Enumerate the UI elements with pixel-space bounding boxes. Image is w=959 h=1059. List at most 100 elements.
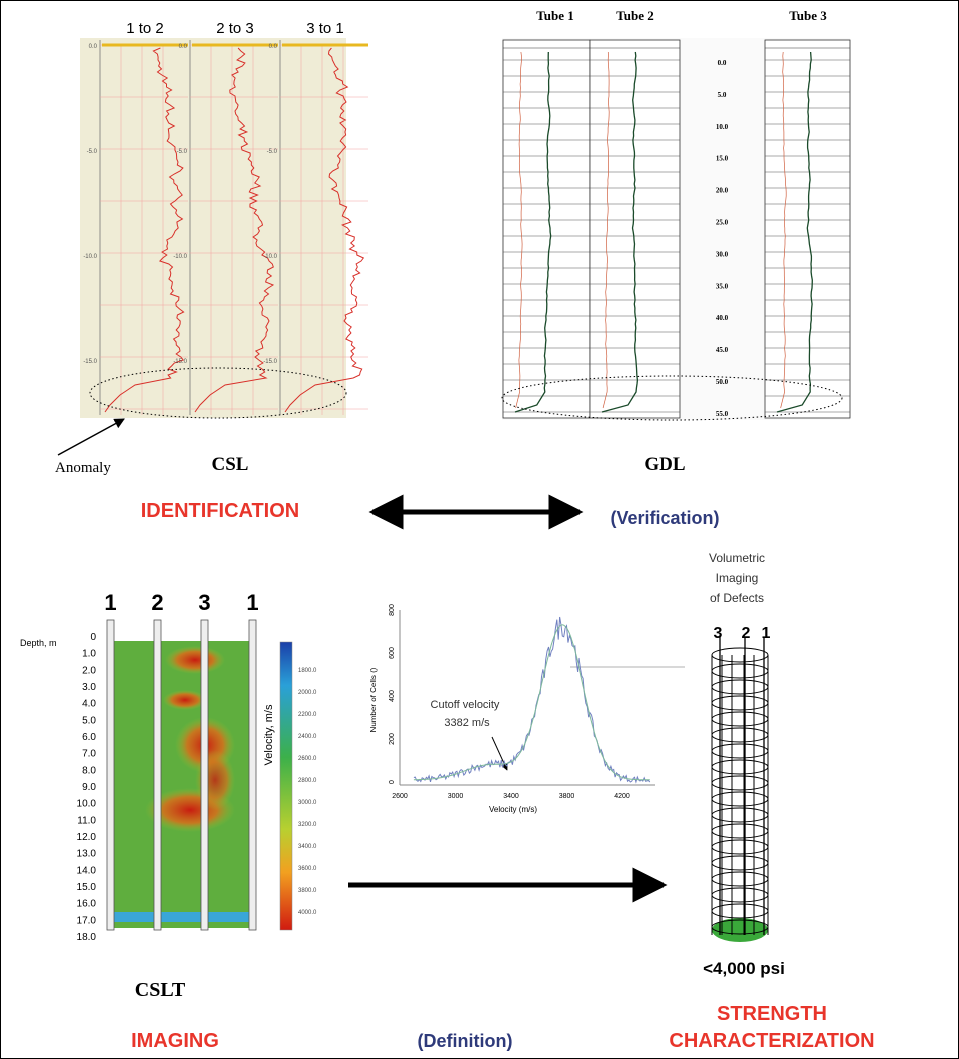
- access-tube: [248, 619, 257, 931]
- velocity-trace: [284, 47, 365, 413]
- tube-header: Tube 1: [536, 8, 573, 23]
- depth-label: 2.0: [82, 665, 96, 676]
- tube-label: 1: [762, 625, 771, 642]
- colorbar-tick: 3400.0: [298, 844, 317, 850]
- colorbar-tick: 2600.0: [298, 756, 317, 762]
- y-tick-label: 800: [389, 604, 396, 616]
- depth-label: 0: [90, 632, 96, 643]
- histogram-caption: (Definition): [418, 1031, 513, 1051]
- colorbar-tick: 3000.0: [298, 800, 317, 806]
- depth-label: 16.0: [77, 899, 97, 910]
- depth-label: 10.0: [716, 123, 729, 131]
- depth-label: 0.0: [89, 44, 98, 50]
- depth-label: 0.0: [179, 44, 188, 50]
- csl-title: CSL: [212, 454, 249, 475]
- colorbar-tick: 4000.0: [298, 910, 317, 916]
- x-tick-label: 3000: [448, 793, 464, 800]
- gdl-caption: (Verification): [610, 508, 719, 528]
- histogram-panel: 2600 3000 3400 3800 4200 0 200 400 600 800: [389, 604, 685, 800]
- depth-label: 14.0: [77, 865, 97, 876]
- colorbar-tick: 2400.0: [298, 734, 317, 740]
- anomaly-arrow: [57, 418, 125, 456]
- depth-label: 7.0: [82, 749, 96, 760]
- colorbar-tick: 2000.0: [298, 690, 317, 696]
- velocity-trace: [104, 47, 185, 413]
- volumetric-title: Volumetric: [709, 551, 765, 565]
- depth-label: -15.0: [83, 359, 97, 365]
- colorbar-tick: 1800.0: [298, 668, 317, 674]
- csl-background: [80, 38, 346, 418]
- depth-label: 15.0: [716, 155, 729, 163]
- tube-header: Tube 3: [789, 8, 827, 23]
- depth-label: 3.0: [82, 682, 96, 693]
- depth-label: 55.0: [716, 410, 729, 418]
- depth-label: 25.0: [716, 219, 729, 227]
- depth-label: -10.0: [173, 254, 187, 260]
- cslt-panel: 1 2 3 1 0 1.0 2.0 3.0 4.0 5.0 6.0 7.0 8.0 9.0 10.0 11.0…: [77, 590, 317, 943]
- gdl-title: GDL: [644, 454, 685, 475]
- depth-label: 8.0: [82, 765, 96, 776]
- depth-label: 35.0: [716, 282, 729, 290]
- depth-label: 1.0: [82, 649, 96, 660]
- cutoff-value: 3382 m/s: [444, 717, 490, 729]
- x-tick-label: 3400: [503, 793, 519, 800]
- tube-label: 3: [198, 590, 210, 615]
- depth-label: 5.0: [82, 715, 96, 726]
- volumetric-title: of Defects: [710, 591, 764, 605]
- depth-label: 4.0: [82, 699, 96, 710]
- depth-label: 30.0: [716, 250, 729, 258]
- tube-strip: [589, 39, 681, 419]
- cslt-caption: IMAGING: [131, 1030, 219, 1052]
- depth-label: 9.0: [82, 782, 96, 793]
- histogram-y-label: Number of Cells (): [369, 667, 378, 732]
- bottom-zone: [112, 912, 254, 922]
- y-tick-label: 600: [389, 647, 396, 659]
- volumetric-title: Imaging: [716, 571, 759, 585]
- depth-axis-label: Depth, m: [20, 638, 57, 648]
- neutron-trace: [780, 51, 787, 409]
- fit-curve: [413, 624, 650, 781]
- colorbar-label: Velocity, m/s: [263, 704, 275, 765]
- defect-zone: [165, 646, 225, 674]
- depth-label: 15.0: [77, 882, 97, 893]
- y-tick-label: 0: [389, 780, 396, 784]
- gamma-trace: [601, 51, 639, 413]
- depth-label: -15.0: [173, 359, 187, 365]
- csl-caption: IDENTIFICATION: [141, 500, 300, 522]
- anomaly-ellipse: [89, 367, 347, 419]
- depth-label: -5.0: [267, 149, 278, 155]
- tube-strip: [502, 39, 591, 419]
- volumetric-caption: STRENGTH: [717, 1003, 827, 1025]
- cslt-title: CSLT: [135, 979, 186, 1001]
- depth-label: -5.0: [177, 149, 188, 155]
- colorbar-tick: 2800.0: [298, 778, 317, 784]
- strength-label: <4,000 psi: [703, 959, 785, 978]
- depth-label: -10.0: [263, 254, 277, 260]
- column-header: 1 to 2: [126, 20, 164, 37]
- gamma-trace: [776, 51, 813, 413]
- gdl-panel: 0.0 5.0 10.0 15.0 20.0 25.0 30.0 35.0 40.0 45.0 50…: [501, 8, 851, 421]
- x-tick-label: 2600: [392, 793, 408, 800]
- tube-label: 3: [714, 625, 723, 642]
- access-tube: [200, 619, 209, 931]
- tube-label: 2: [151, 590, 163, 615]
- depth-label: 12.0: [77, 832, 97, 843]
- depth-label: 0.0: [269, 44, 278, 50]
- depth-label: 13.0: [77, 849, 97, 860]
- depth-label: 0.0: [718, 59, 727, 67]
- gamma-trace: [514, 51, 552, 413]
- anomaly-label: Anomaly: [55, 460, 111, 476]
- depth-label: 17.0: [77, 915, 97, 926]
- histogram-trace: [413, 616, 651, 784]
- colorbar-tick: 3600.0: [298, 866, 317, 872]
- x-tick-label: 4200: [614, 793, 630, 800]
- velocity-trace: [194, 47, 275, 413]
- depth-label: 18.0: [77, 932, 97, 943]
- csl-panel: 1 to 2 0.0 -5.0 -10.0 -15.0 2 to 3 0.0 -5.0 -10.…: [80, 20, 368, 419]
- depth-label: 45.0: [716, 346, 729, 354]
- colorbar-tick: 3800.0: [298, 888, 317, 894]
- access-tube: [153, 619, 162, 931]
- depth-label: 5.0: [718, 91, 727, 99]
